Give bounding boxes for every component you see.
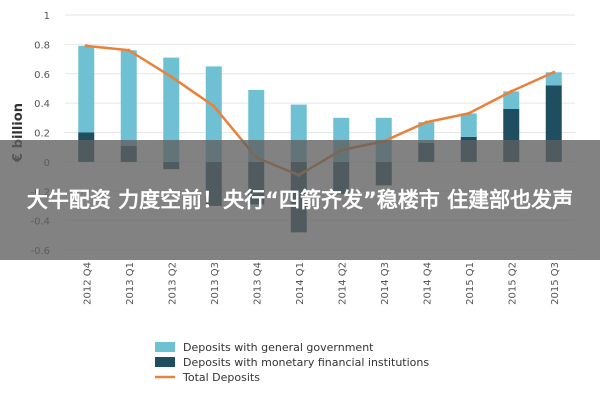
headline-overlay: 大牛配资 力度空前！央行“四箭齐发”稳楼市 住建部也发声 bbox=[0, 140, 600, 260]
bar-government bbox=[120, 50, 137, 146]
total-deposits-point bbox=[169, 75, 173, 79]
bar-government bbox=[205, 66, 222, 162]
x-tick-label: 2015 Q3 bbox=[550, 262, 561, 305]
bar-government bbox=[503, 91, 520, 109]
x-tick-label: 2014 Q1 bbox=[295, 262, 306, 305]
headline[interactable]: 大牛配资 力度空前！央行“四箭齐发”稳楼市 住建部也发声 bbox=[26, 188, 574, 212]
legend-label: Deposits with general government bbox=[183, 341, 374, 354]
y-tick-label: 0.6 bbox=[34, 70, 50, 81]
legend-label: Total Deposits bbox=[182, 371, 260, 384]
x-tick-label: 2015 Q2 bbox=[507, 262, 518, 305]
total-deposits-point bbox=[509, 89, 513, 93]
y-tick-label: 0.2 bbox=[34, 129, 50, 140]
x-tick-label: 2014 Q4 bbox=[422, 262, 433, 305]
total-deposits-point bbox=[467, 111, 471, 116]
x-tick-label: 2013 Q3 bbox=[210, 262, 221, 305]
x-tick-label: 2012 Q4 bbox=[82, 262, 93, 305]
total-deposits-point bbox=[212, 104, 216, 108]
legend: Deposits with general government Deposits… bbox=[155, 341, 429, 384]
total-deposits-point bbox=[84, 44, 88, 48]
y-tick-label: 1 bbox=[44, 11, 50, 22]
y-tick-label: 0.8 bbox=[34, 40, 50, 51]
legend-swatch bbox=[155, 342, 175, 352]
x-tick-label: 2013 Q4 bbox=[252, 262, 263, 305]
bar-government bbox=[460, 113, 477, 137]
bar-government bbox=[418, 122, 435, 143]
total-deposits-point bbox=[127, 48, 131, 52]
x-tick-label: 2014 Q2 bbox=[337, 262, 348, 305]
y-tick-label: 0.4 bbox=[34, 99, 50, 110]
total-deposits-point bbox=[424, 120, 428, 124]
x-tick-label: 2013 Q1 bbox=[125, 262, 136, 305]
x-axis-ticks: 2012 Q4 2013 Q1 2013 Q2 2013 Q3 2013 Q4 2014 … bbox=[82, 262, 561, 305]
legend-swatch bbox=[155, 357, 175, 367]
bar-government bbox=[545, 72, 562, 86]
x-tick-label: 2015 Q1 bbox=[465, 262, 476, 305]
legend-label: Deposits with monetary financial institu… bbox=[183, 356, 429, 369]
bar-government bbox=[78, 45, 95, 133]
total-deposits-point bbox=[552, 70, 556, 74]
x-tick-label: 2013 Q2 bbox=[167, 262, 178, 305]
bar-government bbox=[163, 57, 180, 162]
x-tick-label: 2014 Q3 bbox=[380, 262, 391, 305]
